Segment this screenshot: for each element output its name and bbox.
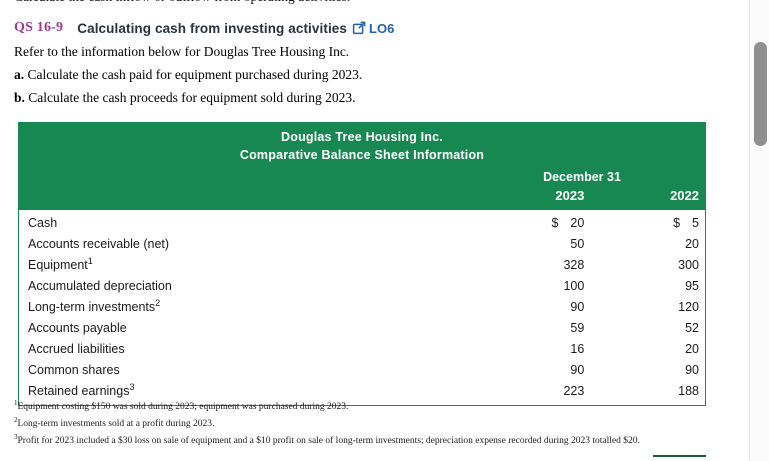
value-2022: 95: [685, 278, 699, 293]
footnote-1: 1Equipment costing $150 was sold during …: [14, 399, 349, 413]
dollar-sign: $: [551, 215, 559, 230]
table-row: Cash $20 $5: [19, 212, 705, 233]
item-b-marker: b.: [14, 90, 25, 105]
item-a-marker: a.: [14, 67, 25, 82]
value-2023: 100: [563, 278, 585, 293]
question-item-a: a. Calculate the cash paid for equipment…: [14, 67, 362, 83]
table-header: Douglas Tree Housing Inc. Comparative Ba…: [19, 123, 705, 210]
row-label: Cash: [28, 216, 58, 231]
lo6-link[interactable]: LO6: [352, 21, 394, 36]
dollar-sign: $: [673, 215, 681, 230]
table-row: Accumulated depreciation 100 95: [19, 275, 705, 296]
table-row: Retained earnings3 223 188: [19, 380, 705, 401]
footnote-3: 3Profit for 2023 included a $30 loss on …: [14, 433, 640, 447]
row-label: Common shares: [28, 363, 120, 378]
table-title: Douglas Tree Housing Inc.: [281, 130, 443, 144]
value-2022: 52: [685, 320, 699, 335]
table-body: Cash $20 $5 Accounts receivable (net) 50…: [19, 210, 705, 405]
intro-text: Refer to the information below for Dougl…: [14, 44, 350, 59]
table-row: Long-term investments2 90 120: [19, 296, 705, 317]
value-2023: 90: [570, 362, 585, 377]
row-label: Accumulated depreciation: [28, 279, 172, 294]
exercise-heading: QS 16-9 Calculating cash from investing …: [14, 20, 394, 36]
scrollbar-track[interactable]: [749, 0, 769, 461]
value-2023: $20: [551, 215, 585, 230]
next-element-top-rule: [653, 455, 706, 457]
clipped-top-line: Calculate the cash inflow or outflow fro…: [14, 0, 350, 5]
lo6-label: LO6: [369, 20, 395, 36]
footnote-2: 2Long-term investments sold at a profit …: [14, 416, 215, 430]
col-header-2023: 2023: [555, 188, 585, 203]
row-label: Long-term investments: [28, 300, 156, 315]
row-label: Accrued liabilities: [28, 342, 125, 357]
table-row: Common shares 90 90: [19, 359, 705, 380]
item-b-text: Calculate the cash proceeds for equipmen…: [28, 90, 356, 105]
row-label: Accounts payable: [28, 321, 127, 336]
date-header: December 31: [543, 170, 621, 184]
value-2022: 20: [685, 236, 699, 251]
table-row: Accounts receivable (net) 50 20: [19, 233, 705, 254]
value-2023: 50: [570, 236, 585, 251]
table-row: Accrued liabilities 16 20: [19, 338, 705, 359]
value-2022: 20: [685, 341, 699, 356]
date-header-row: December 31: [19, 168, 705, 186]
value-2023: 223: [563, 383, 585, 398]
scrollbar-thumb[interactable]: [754, 42, 767, 146]
value-2022: 300: [678, 257, 699, 272]
footnotes: 1Equipment costing $150 was sold during …: [14, 397, 714, 448]
balance-sheet-table: Douglas Tree Housing Inc. Comparative Ba…: [18, 122, 706, 406]
value-2023: 328: [563, 257, 585, 272]
exercise-title: Calculating cash from investing activiti…: [77, 20, 348, 36]
value-2023: 59: [570, 320, 585, 335]
table-row: Equipment1 328 300: [19, 254, 705, 275]
external-link-icon: [352, 21, 366, 35]
row-label: Accounts receivable (net): [28, 237, 170, 252]
col-header-2022: 2022: [670, 188, 699, 203]
value-2022: 120: [678, 299, 699, 314]
question-item-b: b. Calculate the cash proceeds for equip…: [14, 90, 356, 106]
value-2022: 90: [685, 362, 699, 377]
value-2023: 90: [570, 299, 585, 314]
table-subtitle: Comparative Balance Sheet Information: [239, 148, 485, 162]
row-label: Equipment: [28, 258, 88, 273]
value-2023: 16: [570, 341, 585, 356]
value-2022: 188: [678, 383, 699, 398]
exercise-code: QS 16-9: [14, 20, 64, 35]
row-label: Retained earnings: [28, 384, 130, 399]
item-a-text: Calculate the cash paid for equipment pu…: [27, 67, 363, 82]
value-2022: $5: [673, 215, 699, 230]
table-row: Accounts payable 59 52: [19, 317, 705, 338]
year-header-row: 2023 2022: [19, 187, 705, 210]
